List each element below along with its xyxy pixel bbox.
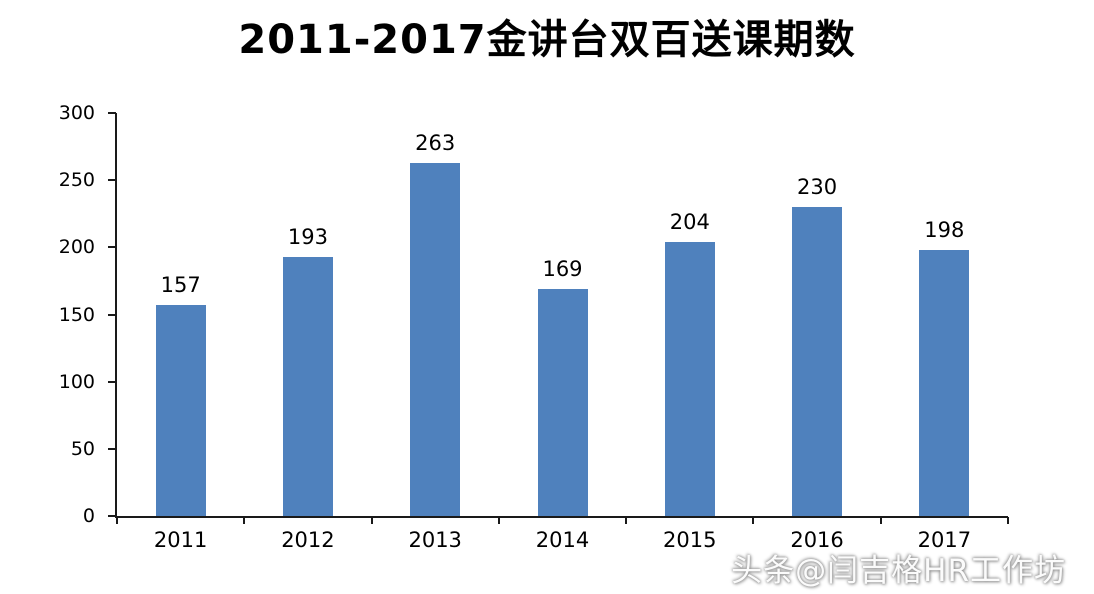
y-axis-tick	[108, 179, 116, 182]
x-axis-label: 2015	[663, 528, 717, 552]
x-axis-tick	[370, 517, 373, 524]
y-axis-tick	[108, 313, 116, 316]
y-axis-label: 0	[82, 505, 95, 527]
bar	[664, 241, 715, 516]
x-axis-tick	[752, 517, 755, 524]
watermark: 头条@闫吉格HR工作坊	[731, 553, 1066, 589]
y-axis: 0 50 100 150 200 250 300	[0, 102, 105, 527]
y-axis-tick	[108, 515, 116, 517]
x-axis-tick	[879, 517, 882, 524]
bar-chart: 0 50 100 150 200 250 300 157 2011 193 2012 263 2013…	[59, 102, 1009, 552]
y-axis-label: 50	[70, 437, 95, 460]
bar-value-label: 263	[415, 130, 456, 155]
bar-value-label: 169	[542, 256, 583, 281]
bar	[155, 305, 206, 516]
bar	[282, 256, 333, 516]
bar-value-label: 198	[924, 218, 965, 243]
x-axis-label: 2012	[281, 528, 335, 552]
x-axis-label: 2014	[535, 528, 590, 552]
y-axis-tick	[108, 246, 116, 249]
y-axis-label: 200	[58, 236, 95, 259]
x-axis-tick	[497, 517, 500, 524]
bar-value-label: 157	[160, 273, 201, 298]
y-axis-label: 300	[58, 102, 95, 124]
x-axis-label: 2013	[408, 528, 462, 552]
bar-value-label: 230	[797, 175, 838, 200]
bar	[410, 162, 461, 516]
y-axis-tick	[108, 380, 116, 383]
x-axis-tick	[625, 517, 628, 524]
y-axis-label: 150	[58, 303, 95, 326]
bar-value-label: 204	[669, 209, 710, 234]
y-axis-tick	[108, 447, 116, 450]
y-axis-label: 250	[58, 169, 95, 192]
bar	[792, 207, 843, 516]
x-axis-tick	[243, 517, 246, 524]
bar	[537, 288, 588, 516]
bar	[919, 250, 970, 516]
bar-value-label: 193	[287, 224, 328, 249]
x-axis-label: 2017	[917, 528, 972, 552]
chart-title: 2011-2017金讲台双百送课期数	[238, 17, 856, 63]
x-axis-tick	[116, 517, 118, 524]
x-axis-label: 2011	[153, 528, 208, 552]
x-axis-label: 2016	[790, 528, 844, 552]
x-axis-tick	[1007, 517, 1009, 524]
plot-area: 157 2011 193 2012 263 2013 169 2014 204 2015 230 20…	[108, 112, 1009, 552]
y-axis-label: 100	[58, 370, 95, 393]
y-axis-tick	[108, 112, 116, 114]
